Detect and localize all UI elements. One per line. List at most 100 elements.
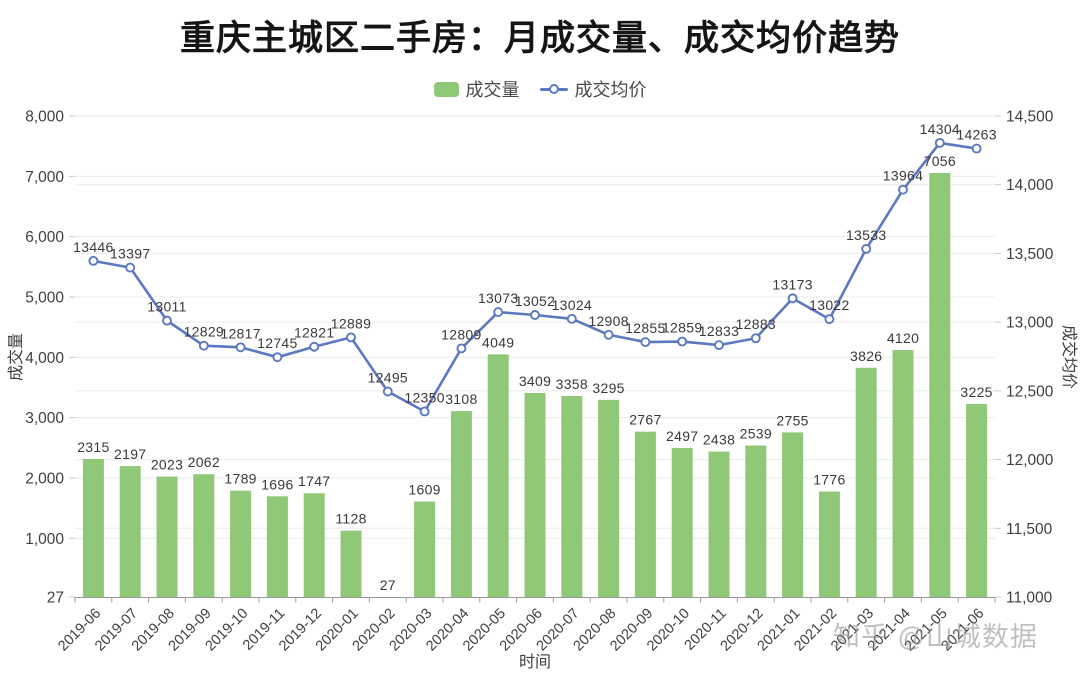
point-2020-04[interactable]: [456, 343, 467, 354]
right-tick-label: 12,000: [1006, 452, 1054, 469]
bar-label-2019-08: 2023: [151, 457, 183, 473]
bar-2019-11[interactable]: [266, 496, 288, 597]
point-label-2019-06: 13446: [73, 239, 113, 255]
bar-series: [82, 172, 988, 598]
point-2020-01[interactable]: [346, 332, 356, 343]
bar-2021-01[interactable]: [782, 432, 804, 597]
point-2020-11[interactable]: [714, 340, 724, 351]
point-2020-12[interactable]: [750, 333, 761, 344]
bar-2020-09[interactable]: [634, 431, 656, 597]
bar-2021-06[interactable]: [966, 404, 988, 597]
bar-label-2019-12: 1747: [298, 473, 330, 489]
point-2019-09[interactable]: [198, 340, 209, 351]
point-2019-11[interactable]: [272, 352, 283, 363]
point-label-2019-07: 13397: [110, 246, 150, 262]
right-tick-label: 13,000: [1006, 315, 1054, 332]
point-label-2020-12: 12883: [736, 316, 776, 332]
line-series: [88, 137, 982, 417]
point-2021-04[interactable]: [898, 184, 908, 195]
point-2019-07[interactable]: [125, 262, 136, 273]
point-2021-01[interactable]: [787, 293, 798, 304]
bar-2019-06[interactable]: [82, 458, 104, 597]
bar-2020-03[interactable]: [414, 501, 436, 597]
point-2020-07[interactable]: [566, 313, 577, 324]
price-line: [92, 141, 978, 413]
bar-2021-03[interactable]: [855, 367, 877, 597]
line-marker-icon: [539, 82, 568, 96]
bar-2021-04[interactable]: [892, 350, 914, 597]
bar-label-2020-03: 1609: [408, 482, 440, 498]
point-label-2021-05: 14304: [920, 121, 960, 137]
bar-2020-12[interactable]: [745, 445, 767, 597]
point-2021-05[interactable]: [934, 137, 945, 148]
bar-label-2019-07: 2197: [114, 446, 146, 462]
bar-2020-08[interactable]: [598, 399, 620, 597]
point-label-2019-11: 12745: [257, 335, 297, 351]
point-2019-08[interactable]: [162, 315, 172, 326]
point-2019-06[interactable]: [88, 255, 99, 266]
point-2020-09[interactable]: [640, 337, 651, 348]
bar-label-2020-09: 2767: [629, 412, 661, 428]
bar-2020-10[interactable]: [671, 447, 693, 597]
bar-2020-06[interactable]: [524, 392, 546, 597]
point-label-2020-11: 12833: [699, 323, 739, 339]
left-tick-label: 5,000: [25, 289, 64, 306]
point-label-2019-09: 12829: [184, 324, 224, 340]
bar-label-2021-01: 2755: [776, 412, 808, 428]
right-tick-label: 14,000: [1006, 177, 1054, 194]
left-tick-label: 3,000: [25, 410, 64, 427]
bar-label-2020-11: 2438: [703, 432, 735, 448]
point-label-2021-04: 13964: [883, 168, 923, 184]
bar-label-2019-11: 1696: [261, 476, 293, 492]
point-2020-06[interactable]: [530, 310, 540, 320]
x-axis-title: 时间: [519, 653, 551, 671]
point-label-2020-01: 12889: [331, 315, 371, 331]
point-2021-02[interactable]: [824, 314, 835, 325]
bar-2020-05[interactable]: [487, 354, 509, 597]
bar-2021-02[interactable]: [818, 491, 840, 597]
legend-price-label: 成交均价: [574, 80, 647, 100]
bar-2020-07[interactable]: [561, 396, 583, 597]
point-2019-12[interactable]: [309, 341, 320, 352]
bar-label-2020-02: 27: [380, 577, 396, 593]
left-axis-title: 成交量: [7, 333, 25, 381]
bar-label-2021-06: 3225: [960, 384, 992, 400]
left-tick-label: 6,000: [25, 229, 64, 246]
point-2020-03[interactable]: [419, 406, 430, 417]
bar-2019-10[interactable]: [230, 490, 252, 597]
point-label-2019-12: 12821: [294, 325, 334, 341]
bar-label-2020-07: 3358: [556, 376, 588, 392]
point-2020-05[interactable]: [493, 307, 504, 318]
bar-label-2020-06: 3409: [519, 373, 551, 389]
point-2021-03[interactable]: [861, 243, 872, 254]
bar-2019-07[interactable]: [119, 466, 141, 597]
bar-swatch-icon: [433, 81, 459, 97]
bar-2021-05[interactable]: [929, 172, 951, 598]
point-label-2019-08: 13011: [147, 299, 186, 315]
left-tick-label: 1,000: [25, 531, 64, 548]
watermark: 知乎 @山城数据: [833, 622, 1038, 652]
bar-2019-12[interactable]: [303, 493, 325, 597]
chart-title: 重庆主城区二手房：月成交量、成交均价趋势: [179, 19, 900, 58]
point-2020-08[interactable]: [603, 329, 614, 340]
bar-2020-11[interactable]: [708, 451, 730, 597]
bar-2020-01[interactable]: [340, 530, 362, 597]
point-2020-10[interactable]: [677, 336, 688, 347]
point-2020-02[interactable]: [382, 386, 393, 397]
legend-item-price[interactable]: 成交均价: [539, 76, 647, 102]
bar-2019-08[interactable]: [156, 476, 178, 597]
point-2019-10[interactable]: [235, 342, 246, 353]
point-label-2020-06: 13052: [515, 293, 555, 309]
point-label-2020-04: 12809: [441, 326, 481, 342]
left-tick-label: 7,000: [25, 169, 64, 186]
point-label-2021-03: 13533: [846, 227, 886, 243]
bar-label-2020-12: 2539: [740, 425, 772, 441]
bar-2020-04[interactable]: [450, 411, 472, 597]
legend-item-volume[interactable]: 成交量: [433, 76, 520, 102]
right-tick-label: 13,500: [1006, 246, 1054, 263]
bar-2019-09[interactable]: [193, 474, 215, 597]
point-2021-06[interactable]: [971, 143, 982, 154]
legend-volume-label: 成交量: [465, 80, 520, 100]
bar-label-2019-10: 1789: [224, 471, 256, 487]
